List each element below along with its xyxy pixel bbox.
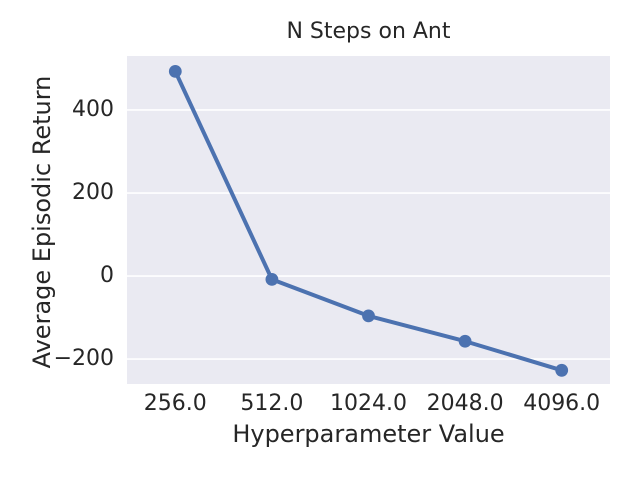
data-point xyxy=(362,309,375,323)
x-tick-label: 4096.0 xyxy=(523,391,601,416)
y-tick-label: 400 xyxy=(72,96,114,122)
x-tick-label: 256.0 xyxy=(143,391,207,416)
y-tick-label: 0 xyxy=(100,262,114,288)
plot-background xyxy=(127,56,610,384)
plot-area xyxy=(127,56,610,384)
x-tick-label: 1024.0 xyxy=(330,391,407,416)
y-tick-label: −200 xyxy=(53,345,114,371)
data-point xyxy=(265,272,279,286)
data-point xyxy=(168,64,182,78)
chart-title: N Steps on Ant xyxy=(286,19,451,44)
x-axis-label: Hyperparameter Value xyxy=(232,420,505,448)
data-point xyxy=(555,363,569,377)
x-tick-label: 2048.0 xyxy=(426,391,504,416)
y-tick-label: 200 xyxy=(72,179,114,205)
x-tick-label: 512.0 xyxy=(240,391,304,416)
data-point xyxy=(458,334,472,348)
